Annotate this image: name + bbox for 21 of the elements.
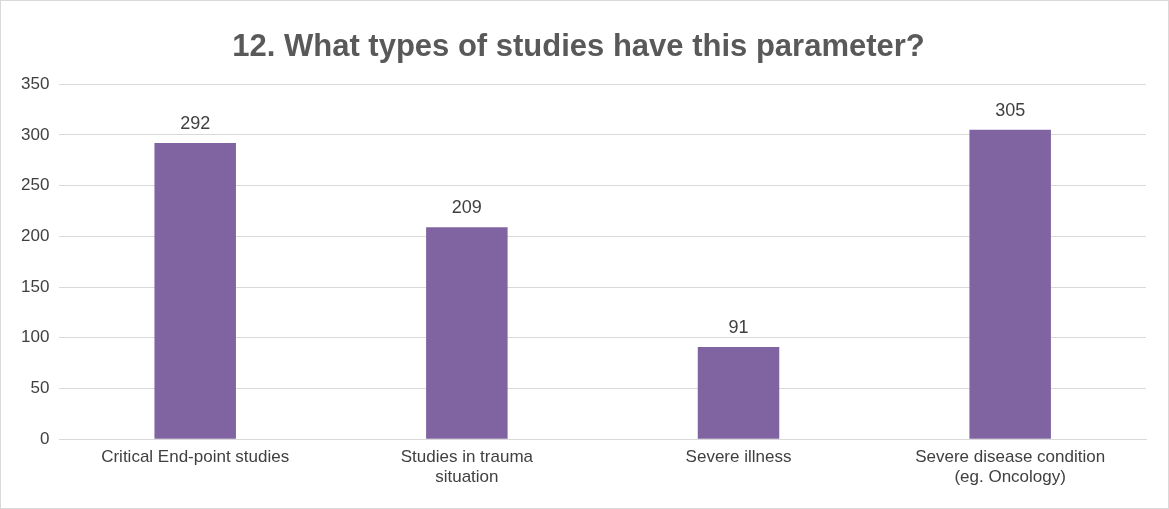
y-tick-label: 150 — [20, 276, 50, 296]
data-label: 209 — [451, 197, 482, 218]
data-label: 292 — [180, 113, 211, 133]
y-tick-label: 350 — [20, 73, 50, 93]
bar — [154, 143, 236, 439]
y-tick-label: 200 — [20, 226, 50, 246]
bar — [426, 227, 508, 439]
y-tick-label: 300 — [20, 124, 50, 144]
chart-title: 12. What types of studies have this parameter? — [232, 28, 925, 64]
bar — [969, 129, 1051, 439]
x-tick-label: Severe disease condition (eg. Oncology) — [915, 447, 1106, 487]
x-tick-label: Severe illness — [685, 447, 792, 467]
data-label: 305 — [995, 99, 1026, 120]
x-tick-label: Critical End-point studies — [101, 447, 290, 467]
y-tick-label: 50 — [30, 378, 50, 398]
y-tick-label: 0 — [39, 428, 50, 448]
bar — [697, 346, 780, 439]
y-tick-label: 250 — [20, 175, 50, 195]
y-tick-label: 100 — [20, 327, 50, 347]
x-tick-label: Studies in trauma situation — [400, 447, 534, 487]
data-label: 91 — [728, 316, 749, 337]
